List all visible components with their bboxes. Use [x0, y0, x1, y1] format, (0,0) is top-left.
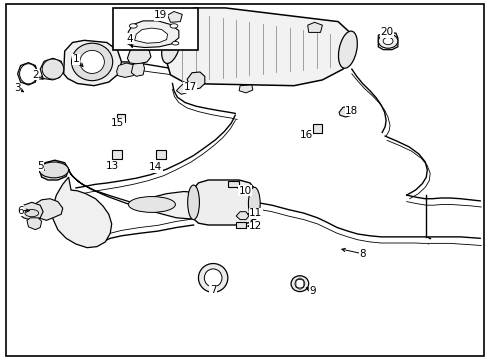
Text: 17: 17	[183, 82, 197, 92]
Polygon shape	[187, 72, 205, 89]
Ellipse shape	[339, 31, 357, 68]
Bar	[313, 124, 322, 133]
Polygon shape	[69, 169, 211, 219]
Polygon shape	[168, 12, 182, 22]
Text: 19: 19	[154, 10, 168, 20]
Bar	[228, 181, 239, 187]
Polygon shape	[20, 202, 43, 220]
Ellipse shape	[348, 107, 356, 111]
Ellipse shape	[383, 37, 393, 45]
Bar	[156, 150, 166, 159]
Polygon shape	[33, 199, 63, 220]
Text: 5: 5	[37, 161, 44, 171]
Polygon shape	[40, 58, 64, 80]
Ellipse shape	[295, 279, 305, 288]
Polygon shape	[18, 63, 38, 85]
Ellipse shape	[170, 24, 178, 28]
Ellipse shape	[378, 34, 398, 48]
Ellipse shape	[248, 187, 260, 220]
Text: 18: 18	[345, 106, 359, 116]
Text: 9: 9	[309, 286, 316, 296]
Ellipse shape	[72, 43, 113, 81]
Bar	[236, 222, 246, 228]
Text: 3: 3	[14, 83, 21, 93]
Polygon shape	[53, 177, 112, 248]
Polygon shape	[135, 28, 168, 43]
Polygon shape	[236, 212, 249, 220]
Polygon shape	[127, 47, 151, 64]
Ellipse shape	[42, 59, 64, 79]
Ellipse shape	[291, 276, 309, 292]
Polygon shape	[131, 63, 145, 76]
Text: 1: 1	[73, 54, 79, 64]
Polygon shape	[27, 218, 42, 230]
Polygon shape	[166, 8, 353, 86]
Text: 8: 8	[359, 249, 366, 259]
Text: 16: 16	[299, 130, 313, 140]
Bar	[112, 150, 122, 159]
Ellipse shape	[172, 41, 179, 45]
Ellipse shape	[128, 197, 175, 212]
Ellipse shape	[39, 162, 69, 178]
Polygon shape	[176, 82, 190, 94]
Polygon shape	[239, 85, 253, 93]
Text: 12: 12	[249, 221, 263, 231]
Text: 11: 11	[249, 208, 263, 218]
Ellipse shape	[20, 64, 37, 84]
Text: 14: 14	[149, 162, 163, 172]
Text: 20: 20	[381, 27, 393, 37]
Text: 6: 6	[17, 206, 24, 216]
Ellipse shape	[204, 269, 222, 287]
Text: 7: 7	[210, 285, 217, 295]
Polygon shape	[64, 40, 122, 86]
Ellipse shape	[129, 24, 137, 28]
Text: 15: 15	[111, 118, 124, 128]
Ellipse shape	[80, 50, 104, 73]
Text: 4: 4	[126, 34, 133, 44]
Polygon shape	[117, 63, 136, 77]
Ellipse shape	[198, 264, 228, 292]
Ellipse shape	[162, 24, 181, 63]
Bar	[117, 114, 125, 122]
Polygon shape	[378, 32, 398, 50]
Polygon shape	[339, 106, 354, 117]
Polygon shape	[126, 21, 179, 48]
Polygon shape	[191, 180, 256, 225]
Ellipse shape	[188, 185, 199, 220]
Ellipse shape	[25, 210, 39, 217]
Polygon shape	[308, 22, 322, 32]
Bar	[113, 8, 198, 50]
Text: 10: 10	[239, 186, 251, 196]
Text: 13: 13	[106, 161, 120, 171]
Polygon shape	[39, 160, 69, 180]
Text: 2: 2	[32, 70, 39, 80]
